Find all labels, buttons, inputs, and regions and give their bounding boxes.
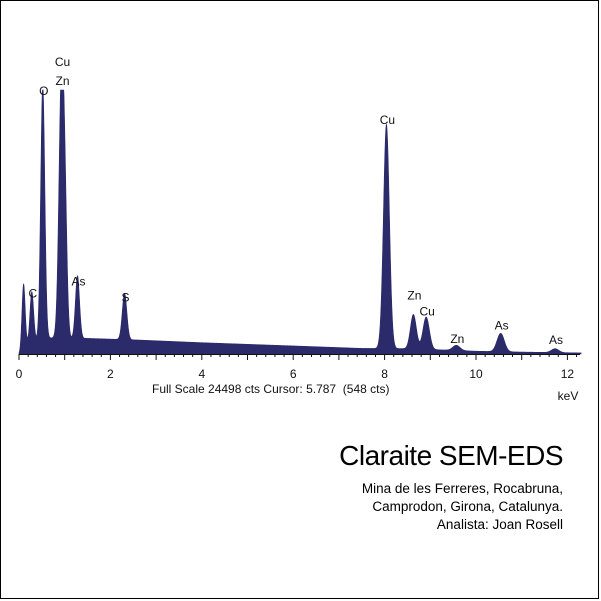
peak-label-s: S — [122, 291, 130, 305]
x-axis-unit-label: keV — [558, 389, 579, 403]
peak-label-as: As — [495, 319, 509, 333]
peak-label-zn: Zn — [450, 332, 464, 346]
peak-label-cu: Cu — [420, 305, 435, 319]
peak-label-c: C — [28, 286, 37, 300]
peak-label-cu: Cu — [55, 55, 70, 69]
peak-label-o: O — [39, 84, 48, 98]
eds-spectrum-chart: 0 2 4 6 8 10 12 keV C O Cu Zn As S Cu Zn Cu Zn As As — [16, 55, 582, 403]
peak-label-zn: Zn — [407, 289, 421, 303]
x-tick-label: 10 — [469, 367, 483, 381]
subtitle-line-2: Camprodon, Girona, Catalunya. — [372, 499, 563, 514]
subtitle-line-1: Mina de les Ferreres, Rocabruna, — [361, 481, 563, 496]
spectrum-area — [18, 89, 582, 355]
title-block: Claraite SEM-EDS Mina de les Ferreres, R… — [339, 440, 563, 534]
peak-label-cu: Cu — [380, 113, 395, 127]
peak-label-zn: Zn — [55, 74, 69, 88]
x-tick-label: 8 — [381, 367, 388, 381]
peak-label-as: As — [549, 333, 563, 347]
status-line: Full Scale 24498 cts Cursor: 5.787 (548 … — [152, 382, 389, 396]
x-tick-label: 6 — [290, 367, 297, 381]
cursor-readout: Cursor: 5.787 (548 cts) — [263, 382, 390, 396]
peak-label-as: As — [71, 274, 85, 288]
subtitle-line-3: Analista: Joan Rosell — [436, 517, 563, 532]
x-tick-label: 4 — [198, 367, 205, 381]
x-tick-label: 2 — [107, 367, 114, 381]
x-tick-label: 12 — [561, 367, 575, 381]
chart-title: Claraite SEM-EDS — [339, 440, 563, 471]
full-scale-readout: Full Scale 24498 cts — [152, 382, 261, 396]
x-tick-label: 0 — [16, 367, 23, 381]
